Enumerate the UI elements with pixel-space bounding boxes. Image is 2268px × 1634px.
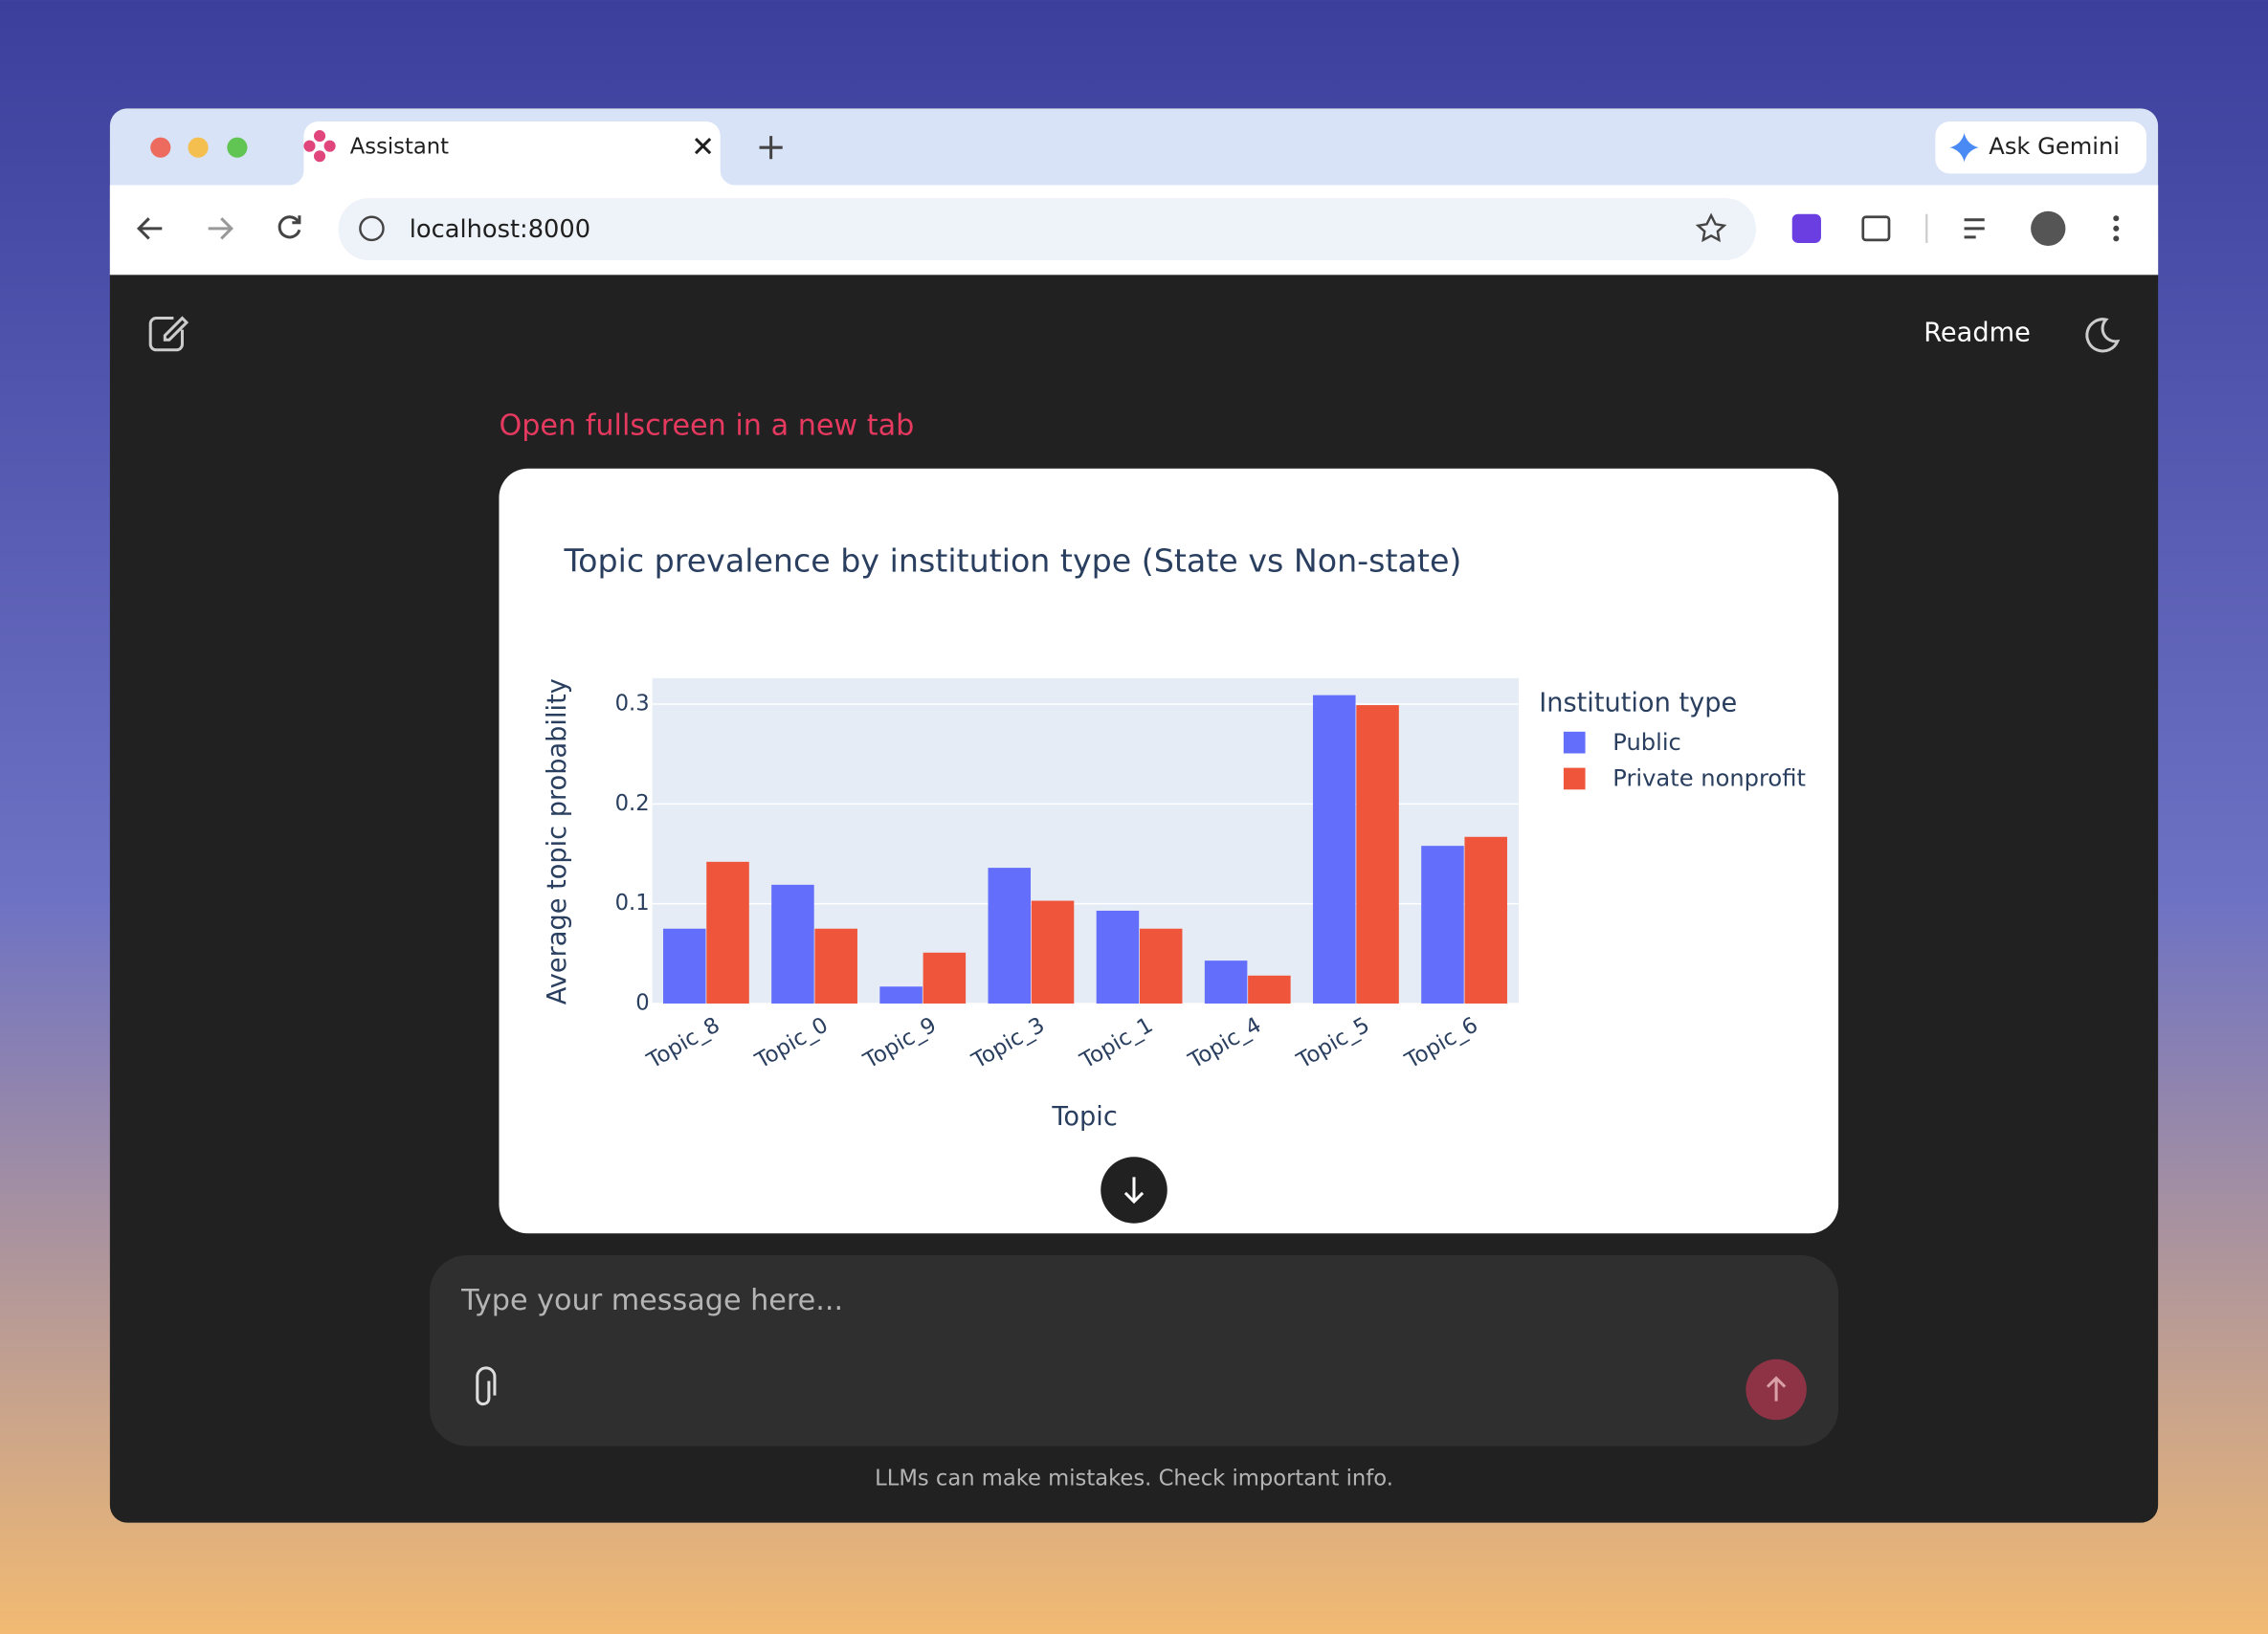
y-tick-label: 0.2	[615, 791, 650, 816]
send-arrow	[1766, 1376, 1787, 1402]
bookmark[interactable]	[1695, 212, 1727, 243]
y-axis-title: Average topic probability	[543, 678, 572, 1005]
bar	[1248, 975, 1291, 1004]
y-tick-label: 0.3	[615, 692, 650, 717]
extension[interactable]	[1791, 213, 1821, 243]
app: Readme Open fullscreen in a new tab Topi…	[148, 316, 2121, 1491]
bar	[923, 952, 967, 1004]
y-tick-label: 0.1	[615, 891, 650, 916]
media-control[interactable]	[1964, 218, 1985, 239]
new-tab[interactable]	[759, 136, 783, 160]
legend-swatch	[1563, 731, 1586, 754]
y-tick-label: 0	[635, 990, 649, 1015]
disclaimer: LLMs can make mistakes. Check important …	[875, 1467, 1393, 1491]
tab-icon	[303, 130, 336, 163]
zoom-button[interactable]	[227, 137, 248, 158]
address-bar[interactable]	[338, 198, 1756, 261]
new-chat[interactable]	[148, 316, 189, 352]
bar	[1139, 928, 1183, 1004]
x-axis-title: Topic	[1051, 1102, 1117, 1132]
gemini-label: Ask Gemini	[1989, 133, 2120, 160]
chart: Topic prevalence by institution type (St…	[543, 541, 1806, 1131]
scroll-arrow	[1123, 1177, 1145, 1204]
bar	[1031, 900, 1075, 1004]
tab-title: Assistant	[350, 135, 449, 160]
bar	[1356, 705, 1399, 1004]
tab-close[interactable]	[694, 138, 712, 155]
bar	[879, 986, 923, 1004]
fullscreen-link[interactable]: Open fullscreen in a new tab	[499, 408, 914, 442]
back-button[interactable]	[136, 217, 163, 240]
legend-label: Private nonprofit	[1612, 765, 1806, 792]
forward-button[interactable]	[208, 217, 233, 240]
profile[interactable]	[2031, 210, 2066, 246]
bar	[1096, 910, 1140, 1004]
reload-button[interactable]	[278, 215, 301, 239]
message-input[interactable]	[429, 1254, 1839, 1446]
bar	[814, 928, 857, 1004]
close-button[interactable]	[150, 137, 171, 158]
bar	[771, 884, 814, 1004]
input-placeholder: Type your message here...	[460, 1284, 843, 1317]
menu[interactable]	[2113, 215, 2120, 242]
site-info[interactable]	[359, 215, 385, 242]
url: localhost:8000	[410, 215, 590, 244]
minimize-button[interactable]	[188, 137, 209, 158]
bar	[1204, 961, 1248, 1004]
extensions[interactable]	[1861, 215, 1891, 242]
gemini-icon	[1949, 133, 1979, 163]
bar	[1464, 836, 1507, 1004]
gemini-button[interactable]	[1935, 121, 2147, 174]
legend-swatch	[1563, 767, 1586, 790]
chart-title: Topic prevalence by institution type (St…	[563, 541, 1461, 579]
theme-toggle[interactable]	[2085, 318, 2121, 353]
bar	[662, 928, 706, 1004]
bar	[1313, 695, 1356, 1004]
bar	[988, 868, 1032, 1004]
readme-link[interactable]: Readme	[1923, 319, 2031, 348]
legend-title: Institution type	[1539, 689, 1737, 718]
attach-button[interactable]	[476, 1366, 497, 1406]
bar	[1421, 846, 1464, 1004]
bar	[706, 861, 749, 1004]
active-tab[interactable]	[289, 121, 735, 186]
legend-label: Public	[1612, 729, 1681, 756]
